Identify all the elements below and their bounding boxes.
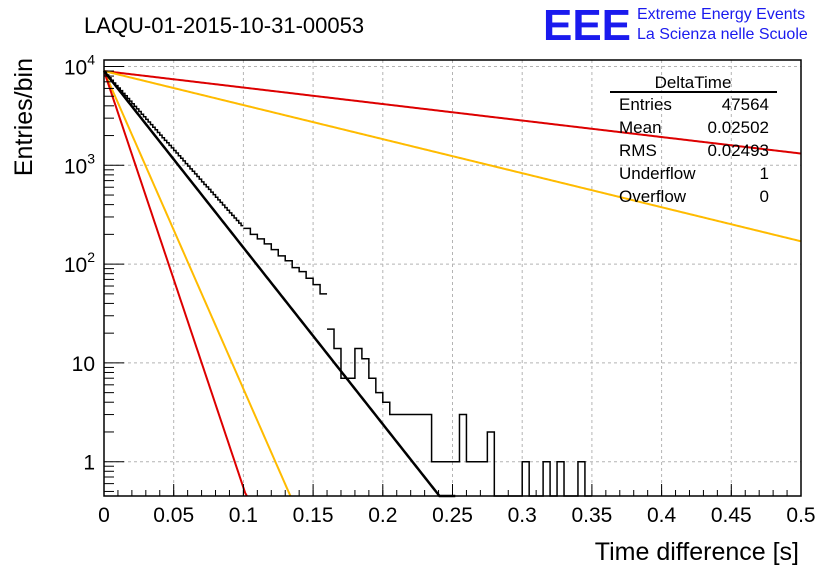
band-yellow-slow: [103, 70, 802, 243]
project-subtitle: La Scienza nelle Scuole: [637, 26, 808, 43]
y-tick-label: 102: [64, 249, 95, 277]
x-tick-label: 0: [98, 504, 110, 527]
stats-label-underflow: Underflow: [619, 164, 696, 183]
x-tick-label: 0.5: [786, 504, 815, 527]
stats-box: DeltaTime Entries 47564 Mean 0.02502 RMS…: [610, 73, 777, 206]
x-tick-label: 0.05: [153, 504, 194, 527]
y-tick-label: 104: [64, 52, 95, 80]
band-red-slow: [103, 70, 802, 155]
stats-value-underflow: 1: [760, 164, 769, 183]
x-tick-label: 0.3: [508, 504, 537, 527]
histogram-bins-mid: [243, 227, 328, 295]
fit-line: [103, 70, 456, 498]
chart-title: LAQU-01-2015-10-31-00053: [84, 13, 364, 38]
project-name: Extreme Energy Events: [637, 6, 805, 23]
stats-label-overflow: Overflow: [619, 187, 687, 206]
fit-curve: [103, 70, 456, 498]
stats-label-entries: Entries: [619, 95, 672, 114]
reference-bands: [103, 70, 802, 497]
x-axis: 0 0.05 0.1 0.15 0.2 0.25 0.3 0.35 0.4 0.45 0.5: [98, 484, 816, 527]
y-axis-label: Entries/bin: [10, 58, 38, 176]
x-tick-label: 0.25: [432, 504, 473, 527]
grid: [104, 60, 801, 496]
y-tick-label: 103: [64, 150, 95, 178]
x-tick-label: 0.2: [368, 504, 397, 527]
eee-logo-text: EEE: [543, 1, 631, 50]
x-tick-label: 0.45: [711, 504, 752, 527]
eee-logo: EEE Extreme Energy Events La Scienza nel…: [543, 1, 808, 50]
band-yellow-fast: [103, 70, 292, 497]
stats-value-rms: 0.02493: [708, 141, 769, 160]
x-tick-label: 0.15: [293, 504, 334, 527]
x-tick-label: 0.1: [229, 504, 258, 527]
stats-label-rms: RMS: [619, 141, 657, 160]
stats-value-entries: 47564: [722, 95, 769, 114]
stats-box-title: DeltaTime: [655, 73, 732, 92]
band-red-fast: [103, 70, 248, 497]
x-axis-label: Time difference [s]: [595, 538, 799, 566]
stats-label-mean: Mean: [619, 118, 662, 137]
x-tick-label: 0.4: [647, 504, 677, 527]
stats-value-overflow: 0: [760, 187, 769, 206]
x-tick-label: 0.35: [571, 504, 612, 527]
stats-value-mean: 0.02502: [708, 118, 769, 137]
y-tick-label: 10: [72, 353, 95, 376]
histogram-bins-early: [104, 71, 244, 227]
y-tick-label: 1: [83, 452, 95, 475]
